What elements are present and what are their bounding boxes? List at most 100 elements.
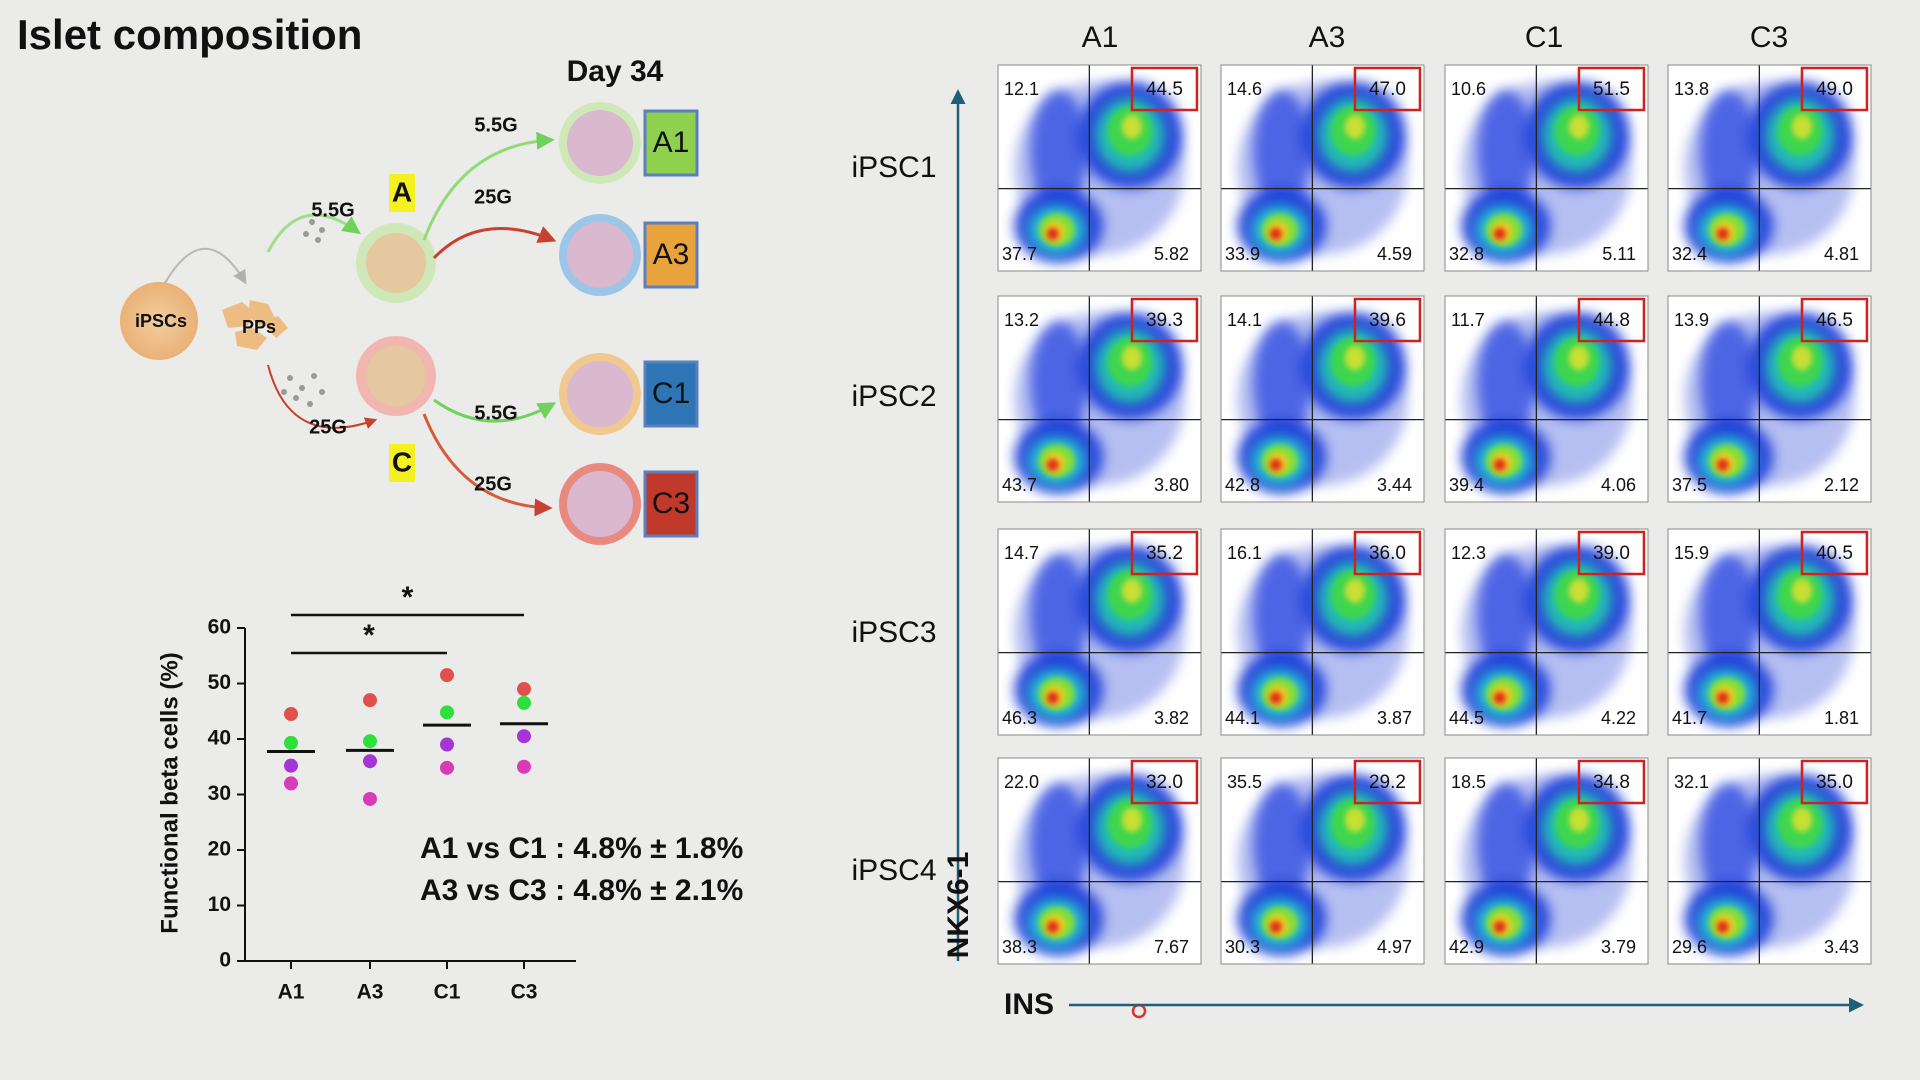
population <box>1269 227 1282 241</box>
row-label: iPSC1 <box>851 151 936 184</box>
output-label: A1 <box>653 126 690 159</box>
gate-highlight <box>1577 759 1646 805</box>
gate-highlight <box>1130 297 1199 343</box>
quadrant-value: 41.7 <box>1672 708 1707 728</box>
population <box>1046 691 1059 705</box>
quadrant-value: 37.5 <box>1672 475 1707 495</box>
quadrant-value: 35.0 <box>1816 772 1853 793</box>
source-label: iPSCs <box>135 311 187 331</box>
panel-frame <box>997 528 1202 736</box>
quadrant-value: 13.9 <box>1674 310 1709 330</box>
gate-highlight <box>1800 759 1869 805</box>
x-tick-label: A1 <box>278 981 305 1004</box>
quadrant-value: 51.5 <box>1593 79 1630 100</box>
quadrant-value: 32.4 <box>1672 244 1707 264</box>
panel-frame <box>997 757 1202 965</box>
quadrant-value: 36.0 <box>1369 543 1406 564</box>
gate-highlight <box>1130 530 1199 576</box>
quadrant-value: 44.5 <box>1146 79 1183 100</box>
panel-frame <box>997 64 1202 272</box>
flow-panel <box>1668 758 1871 964</box>
quadrant-value: 42.9 <box>1449 937 1484 957</box>
quadrant-value: 38.3 <box>1002 937 1037 957</box>
gate-highlight <box>1353 530 1422 576</box>
population <box>1269 691 1282 705</box>
edge-label: 5.5G <box>311 199 354 221</box>
panel-frame <box>1444 295 1649 503</box>
quadrant-value: 42.8 <box>1225 475 1260 495</box>
column-header: A1 <box>1082 21 1119 54</box>
quadrant-value: 14.6 <box>1227 79 1262 99</box>
annotation: A1 vs C1 : 4.8% ± 1.8% <box>420 832 743 865</box>
population <box>1477 89 1535 214</box>
gate-highlight <box>1130 759 1199 805</box>
panel-frame <box>1220 295 1425 503</box>
panel-frame <box>1220 757 1425 965</box>
population <box>1253 553 1311 678</box>
gate-highlight <box>1800 530 1869 576</box>
y-axis-label: Functional beta cells (%) <box>156 652 183 933</box>
quadrant-value: 5.11 <box>1602 244 1636 264</box>
arrow <box>164 247 247 285</box>
x-tick-label: C1 <box>434 981 461 1004</box>
group-box <box>389 444 415 482</box>
y-tick-label: 30 <box>208 782 231 805</box>
gate-highlight <box>1800 66 1869 112</box>
edge-label: 25G <box>309 416 347 438</box>
column-header: C1 <box>1525 21 1563 54</box>
quadrant-value: 35.5 <box>1227 772 1262 792</box>
dot <box>284 758 298 773</box>
dot <box>517 729 531 744</box>
population <box>1121 807 1143 833</box>
dot <box>517 759 531 774</box>
arrow <box>422 413 553 517</box>
population <box>1121 114 1143 140</box>
day-label: Day 34 <box>567 55 664 88</box>
y-tick-label: 60 <box>208 616 231 639</box>
edge-label: 5.5G <box>474 402 517 424</box>
quadrant-value: 46.3 <box>1002 708 1037 728</box>
dot <box>363 791 377 806</box>
quadrant-value: 3.79 <box>1601 937 1636 957</box>
population <box>1344 345 1366 371</box>
quadrant-value: 3.87 <box>1377 708 1412 728</box>
quadrant-value: 2.12 <box>1824 475 1859 495</box>
dot <box>363 693 377 708</box>
population <box>1700 553 1758 678</box>
quadrant-value: 37.7 <box>1002 244 1037 264</box>
gate-highlight <box>1577 66 1646 112</box>
flow-panel <box>1445 296 1648 502</box>
slide-title: Islet composition <box>17 11 362 58</box>
quadrant-value: 4.59 <box>1377 244 1412 264</box>
panel-frame <box>1444 528 1649 736</box>
quadrant-value: 32.8 <box>1449 244 1484 264</box>
quadrant-value: 39.4 <box>1449 475 1484 495</box>
gate-highlight <box>1800 297 1869 343</box>
panel-frame <box>997 295 1202 503</box>
arrow <box>422 131 555 241</box>
arrow <box>433 398 557 423</box>
dot <box>363 754 377 769</box>
flow-panel <box>1445 529 1648 735</box>
gate-highlight <box>1130 66 1199 112</box>
population <box>1121 345 1143 371</box>
significance-label: * <box>402 581 414 614</box>
quadrant-value: 4.22 <box>1601 708 1636 728</box>
y-tick-label: 0 <box>219 949 231 972</box>
quadrant-value: 44.1 <box>1225 708 1260 728</box>
y-tick-label: 10 <box>208 893 231 916</box>
quadrant-value: 47.0 <box>1369 79 1406 100</box>
population <box>1344 114 1366 140</box>
quadrant-value: 16.1 <box>1227 543 1262 563</box>
quadrant-value: 39.0 <box>1593 543 1630 564</box>
quadrant-value: 32.1 <box>1674 772 1709 792</box>
quadrant-value: 1.81 <box>1824 708 1859 728</box>
quadrant-value: 32.0 <box>1146 772 1183 793</box>
quadrant-value: 11.7 <box>1451 310 1485 330</box>
dot <box>517 682 531 697</box>
row-label: iPSC2 <box>851 380 936 413</box>
quadrant-value: 35.2 <box>1146 543 1183 564</box>
pp-cells <box>222 300 288 350</box>
